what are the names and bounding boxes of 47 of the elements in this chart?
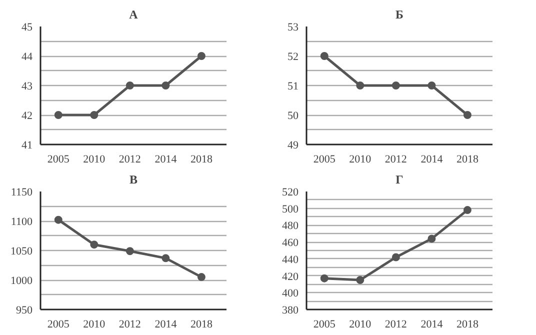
- chart-title: А: [129, 8, 138, 22]
- y-tick-label: 52: [288, 51, 298, 63]
- y-tick-label: 400: [282, 288, 299, 300]
- y-tick-label: 420: [282, 270, 299, 283]
- y-tick-label: 440: [282, 254, 299, 266]
- y-tick-label: 51: [288, 80, 298, 92]
- x-tick-label: 2014: [154, 318, 178, 330]
- x-tick-label: 2010: [349, 154, 372, 166]
- x-tick-label: 2018: [190, 318, 213, 330]
- chart-title: В: [130, 172, 138, 186]
- y-tick-label: 45: [22, 22, 33, 34]
- y-tick-label: 1000: [10, 275, 33, 287]
- y-tick-label: 950: [16, 304, 33, 316]
- x-tick-label: 2005: [47, 318, 70, 330]
- x-tick-label: 2010: [349, 318, 372, 330]
- chart-title: Б: [396, 8, 404, 22]
- x-tick-label: 2014: [420, 154, 444, 166]
- x-tick-label: 2010: [83, 318, 106, 330]
- x-tick-label: 2018: [456, 154, 479, 166]
- y-tick-label: 1150: [10, 186, 33, 198]
- x-tick-label: 2005: [313, 154, 336, 166]
- y-tick-label: 41: [22, 140, 32, 152]
- x-tick-label: 2014: [154, 154, 178, 166]
- x-tick-label: 2018: [456, 318, 479, 330]
- y-tick-label: 500: [282, 203, 299, 216]
- y-tick-label: 480: [282, 220, 299, 232]
- x-tick-label: 2014: [420, 318, 444, 330]
- x-tick-label: 2012: [384, 154, 407, 166]
- y-tick-label: 44: [22, 51, 33, 63]
- x-tick-label: 2012: [118, 318, 141, 330]
- x-tick-label: 2012: [384, 318, 407, 330]
- y-tick-label: 50: [288, 110, 299, 122]
- x-tick-label: 2012: [118, 154, 141, 166]
- y-tick-label: 49: [288, 140, 299, 152]
- x-tick-label: 2005: [313, 318, 336, 330]
- y-tick-label: 1050: [10, 246, 33, 258]
- y-tick-label: 42: [22, 110, 32, 122]
- x-tick-label: 2018: [190, 154, 213, 166]
- y-tick-label: 1100: [10, 216, 33, 228]
- x-tick-label: 2010: [83, 154, 106, 166]
- chart-title: Г: [396, 172, 404, 186]
- y-tick-label: 43: [22, 80, 33, 92]
- y-tick-label: 460: [282, 237, 299, 250]
- y-tick-label: 520: [282, 186, 299, 198]
- y-tick-label: 380: [282, 304, 299, 316]
- y-tick-label: 53: [288, 22, 299, 34]
- x-tick-label: 2005: [47, 154, 70, 166]
